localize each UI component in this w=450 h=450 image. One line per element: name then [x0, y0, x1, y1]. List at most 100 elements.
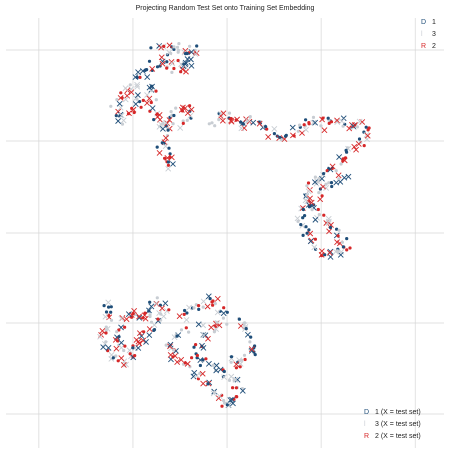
- data-point-cross: [213, 367, 220, 374]
- data-point-dot: [195, 44, 199, 48]
- cross-stroke: [197, 357, 204, 363]
- cross-stroke: [341, 174, 348, 181]
- data-point-cross: [168, 58, 175, 65]
- data-point-cross: [125, 311, 132, 318]
- data-point-cross: [312, 179, 318, 186]
- cross-stroke: [178, 61, 185, 68]
- data-point-dot: [201, 358, 205, 362]
- data-point-dot: [114, 354, 118, 358]
- data-point-dot: [210, 121, 214, 125]
- cross-stroke: [237, 360, 244, 367]
- data-point-cross: [133, 337, 140, 343]
- data-point-dot: [330, 184, 334, 189]
- data-point-dot: [179, 328, 184, 332]
- cross-stroke: [312, 179, 318, 186]
- data-point-cross: [113, 345, 120, 352]
- data-point-dot: [296, 219, 300, 223]
- gridlines: [6, 18, 444, 448]
- cross-stroke: [334, 239, 340, 246]
- data-point-dot: [111, 356, 115, 360]
- cross-stroke: [308, 199, 315, 206]
- data-point-dot: [166, 160, 170, 164]
- data-point-cross: [234, 376, 241, 383]
- cross-stroke: [132, 101, 139, 108]
- data-point-dot: [248, 340, 252, 344]
- cross-stroke: [134, 81, 141, 88]
- cross-stroke: [132, 74, 139, 81]
- data-point-dot: [225, 403, 229, 407]
- data-point-dot: [187, 330, 191, 334]
- cross-stroke: [167, 352, 174, 358]
- cross-stroke: [156, 150, 163, 156]
- cross-stroke: [112, 336, 119, 343]
- cross-stroke: [200, 332, 207, 339]
- cross-stroke: [128, 86, 135, 93]
- data-point-dot: [122, 348, 126, 353]
- data-point-dot: [198, 371, 202, 375]
- cross-stroke: [158, 54, 165, 61]
- data-point-dot: [229, 360, 233, 364]
- data-point-cross: [334, 119, 341, 126]
- cross-stroke: [176, 313, 183, 320]
- data-point-dot: [304, 118, 308, 122]
- cross-stroke: [124, 92, 131, 99]
- data-point-cross: [312, 119, 319, 126]
- data-point-dot: [310, 208, 314, 212]
- data-point-dot: [217, 118, 221, 122]
- cross-stroke: [162, 300, 169, 307]
- data-point-dot: [114, 114, 118, 118]
- cross-stroke: [167, 343, 173, 350]
- cross-stroke: [105, 344, 112, 351]
- cross-stroke: [220, 310, 227, 317]
- data-point-dot: [355, 125, 359, 129]
- data-point-cross: [135, 345, 142, 351]
- cross-stroke: [200, 298, 207, 305]
- cross-stroke: [156, 112, 163, 118]
- data-point-dot: [141, 98, 145, 102]
- data-point-dot: [164, 343, 168, 347]
- data-point-dot: [169, 51, 173, 55]
- cross-stroke: [146, 307, 152, 314]
- data-point-cross: [159, 125, 166, 132]
- data-point-cross: [228, 355, 235, 362]
- data-point-dot: [298, 123, 302, 127]
- cross-stroke: [136, 313, 143, 320]
- data-point-cross: [227, 397, 234, 403]
- cross-stroke: [166, 42, 173, 49]
- data-point-cross: [100, 344, 107, 351]
- data-point-cross: [136, 340, 143, 347]
- data-point-dot: [156, 317, 160, 321]
- cross-stroke: [126, 347, 133, 354]
- data-point-cross: [124, 92, 131, 99]
- cross-stroke: [299, 130, 305, 136]
- cross-stroke: [346, 125, 353, 132]
- cross-stroke: [159, 305, 166, 312]
- cross-stroke: [136, 340, 143, 347]
- data-point-cross: [307, 238, 314, 245]
- data-point-dot: [283, 134, 288, 138]
- data-point-dot: [149, 100, 153, 105]
- cross-stroke: [325, 215, 332, 222]
- data-point-cross: [188, 49, 195, 55]
- data-point-dot: [166, 163, 170, 167]
- data-point-dot: [231, 386, 235, 390]
- data-point-cross: [102, 313, 109, 320]
- data-point-dot: [139, 105, 143, 109]
- cross-stroke: [167, 341, 174, 348]
- cross-stroke: [334, 119, 341, 126]
- data-point-cross: [118, 355, 125, 362]
- cross-stroke: [333, 179, 340, 186]
- cross-stroke: [128, 353, 134, 360]
- data-point-cross: [167, 343, 173, 350]
- data-point-cross: [146, 326, 153, 332]
- data-point-cross: [217, 366, 224, 373]
- data-point-cross: [159, 60, 166, 67]
- cross-stroke: [102, 313, 109, 320]
- cross-stroke: [123, 361, 129, 368]
- cross-stroke: [130, 106, 137, 113]
- data-point-dot: [234, 386, 238, 390]
- cross-stroke: [312, 119, 319, 126]
- cross-stroke: [310, 119, 317, 126]
- data-point-cross: [149, 105, 156, 112]
- cross-stroke: [128, 312, 135, 318]
